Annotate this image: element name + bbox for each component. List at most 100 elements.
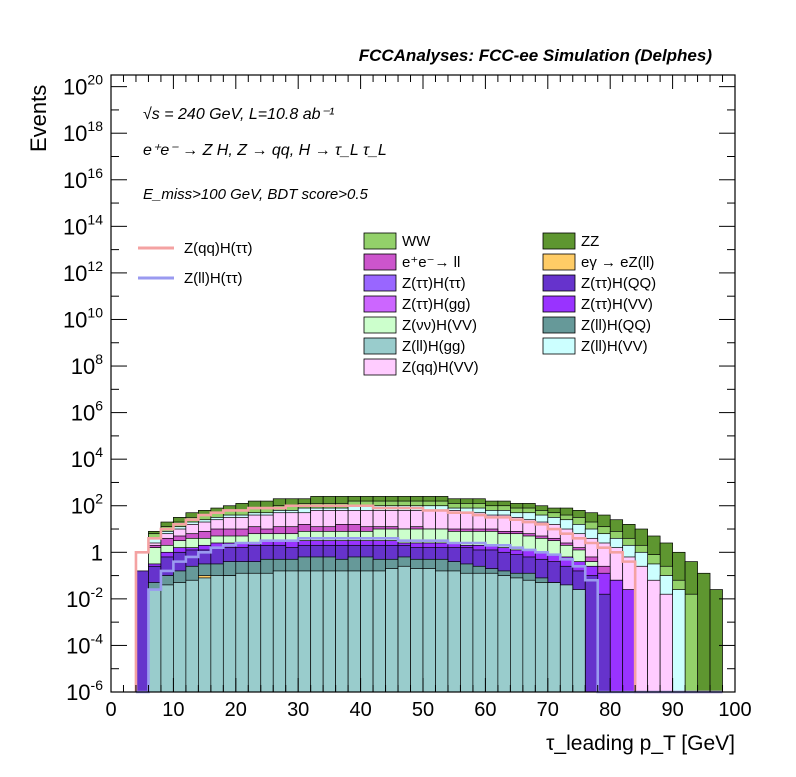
- bar-z-ll-h-gg--28: [485, 572, 499, 693]
- annotation-process: e⁺e⁻ → Z H, Z → qq, H → τ_L τ_L: [143, 142, 387, 159]
- x-tick-label: 90: [661, 699, 683, 721]
- bar-z-ll-h-gg--13: [297, 570, 312, 693]
- legend-label: Z(ττ)H(VV): [581, 296, 653, 313]
- x-tick-label: 100: [718, 699, 751, 721]
- legend-label: Z(ττ)H(QQ): [581, 275, 656, 292]
- y-tick-label: 1: [91, 540, 103, 565]
- bar-z-ll-h-gg--6: [210, 575, 224, 693]
- legend-label: ZZ: [581, 233, 599, 250]
- signal-lines: [134, 504, 723, 694]
- bar-z-ll-h-gg--15: [322, 570, 336, 693]
- bar-z-ll-h-gg--33: [547, 582, 561, 693]
- x-tick-label: 80: [599, 699, 621, 721]
- legend-swatch: [363, 253, 397, 271]
- bar-z-ll-h-gg--14: [310, 570, 324, 693]
- bar-z-ll-h-gg--2: [160, 584, 174, 693]
- bar-z-qq-h-vv--41: [647, 579, 661, 693]
- bar-z-ll-h-gg--18: [360, 570, 374, 693]
- bar-z-ll-h-gg--1: [148, 589, 162, 693]
- legend-swatch: [542, 253, 576, 271]
- bar-z-h-qq--36: [584, 575, 599, 693]
- chart-title: FCCAnalyses: FCC-ee Simulation (Delphes): [359, 46, 713, 65]
- signal-line-z-qq-h-: [134, 504, 723, 694]
- bar-z-h-qq--0: [135, 570, 149, 693]
- bar-z-h-qq--37: [597, 593, 611, 693]
- y-tick-label: 1010: [63, 304, 103, 332]
- annotation-cuts: E_miss>100 GeV, BDT score>0.5: [143, 186, 368, 203]
- bar-z-ll-h-gg--23: [422, 568, 436, 693]
- bar-z-ll-h-gg--4: [185, 579, 199, 693]
- bar-z-ll-h-gg--27: [472, 572, 486, 693]
- y-tick-label: 10-2: [66, 584, 103, 612]
- legend-signals: Z(qq)H(ττ) Z(ll)H(ττ): [138, 240, 253, 287]
- x-axis-label: τ_leading p_T [GeV]: [546, 732, 735, 755]
- bar-zz-45: [697, 572, 711, 693]
- bar-zz-46: [709, 589, 723, 693]
- y-tick-label: 1012: [63, 258, 103, 286]
- bar-z-ll-h-gg--29: [497, 575, 511, 693]
- bar-z-qq-h-vv--42: [659, 593, 673, 693]
- bar-z-ll-h-gg--11: [272, 570, 287, 693]
- y-axis: 10-6 10-4 10-2 1 102 104 106 108 1010 1012 1014 101…: [63, 72, 735, 705]
- bar-z-ll-h-gg--17: [347, 570, 361, 693]
- y-tick-label: 102: [71, 491, 103, 519]
- bar-z-ll-h-gg--25: [447, 570, 461, 693]
- bar-z-ll-h-gg--21: [397, 565, 411, 693]
- legend-swatch: [363, 316, 397, 334]
- x-tick-label: 30: [287, 699, 309, 721]
- stacked-histogram: [135, 496, 723, 693]
- legend-swatch: [363, 274, 397, 292]
- bar-z-ll-h-gg--19: [372, 570, 386, 693]
- legend-swatch: [542, 337, 576, 355]
- bar-z-ll-h-gg--34: [559, 584, 574, 693]
- x-tick-label: 10: [162, 699, 184, 721]
- legend-label: e⁺e⁻→ ll: [402, 254, 460, 271]
- bar-z-ll-h-gg--24: [435, 570, 449, 693]
- y-tick-label: 104: [71, 444, 103, 472]
- y-tick-label: 10-6: [66, 677, 103, 705]
- legend-label: Z(νν)H(VV): [402, 317, 477, 334]
- legend-swatch: [542, 295, 576, 313]
- bar-z-ll-h-gg--20: [385, 568, 399, 693]
- bar-z-ll-h-gg--30: [510, 577, 524, 693]
- bar-z-ll-h-vv--43: [672, 589, 686, 693]
- y-tick-label: 1018: [63, 118, 103, 146]
- legend-label: Z(ττ)H(ττ): [402, 275, 466, 292]
- bar-z-ll-h-gg--12: [285, 570, 299, 693]
- x-tick-label: 40: [349, 699, 371, 721]
- x-tick-label: 50: [412, 699, 434, 721]
- x-tick-label: 70: [537, 699, 559, 721]
- y-axis-label: Events: [26, 85, 51, 152]
- legend-swatch: [363, 358, 397, 376]
- bar-z-ll-h-gg--32: [534, 582, 549, 693]
- legend-label: Z(qq)H(VV): [402, 359, 479, 376]
- legend-label: Z(ττ)H(gg): [402, 296, 471, 313]
- annotation-energy: √s = 240 GeV, L=10.8 ab⁻¹: [143, 106, 334, 123]
- legend-line-label: Z(qq)H(ττ): [184, 240, 253, 257]
- legend-swatch: [363, 337, 397, 355]
- legend-label: Z(ll)H(QQ): [581, 317, 651, 334]
- y-tick-label: 108: [71, 351, 103, 379]
- legend-swatch: [363, 232, 397, 250]
- bar-z-ll-h-gg--5: [198, 577, 212, 693]
- bar-z-ll-h-gg--9: [247, 572, 262, 693]
- bar-z-ll-h-gg--35: [572, 589, 586, 693]
- legend-line-label: Z(ll)H(ττ): [184, 270, 243, 287]
- legend-label: eγ → eZ(ll): [581, 254, 654, 271]
- bar-z-ll-h-gg--8: [235, 572, 249, 693]
- bar-ww-44: [684, 593, 698, 693]
- y-tick-label: 1016: [63, 165, 103, 193]
- bar-z-ll-h-gg--31: [522, 579, 536, 693]
- y-tick-label: 10-4: [66, 630, 103, 658]
- legend-swatch: [542, 232, 576, 250]
- legend-swatch: [363, 295, 397, 313]
- bar-z-ll-h-gg--26: [460, 572, 474, 693]
- legend-backgrounds: WW ZZ e⁺e⁻→ ll eγ → eZ(ll) Z(ττ)H(ττ) Z(ττ)H(…: [363, 232, 656, 376]
- bar-z-h-vv--38: [609, 579, 624, 693]
- bar-z-qq-h-vv--40: [634, 565, 648, 693]
- legend-label: Z(ll)H(VV): [581, 338, 648, 355]
- legend-swatch: [542, 316, 576, 334]
- bar-z-ll-h-gg--16: [335, 570, 349, 693]
- legend-label: Z(ll)H(gg): [402, 338, 465, 355]
- bar-z-ll-h-gg--10: [260, 572, 274, 693]
